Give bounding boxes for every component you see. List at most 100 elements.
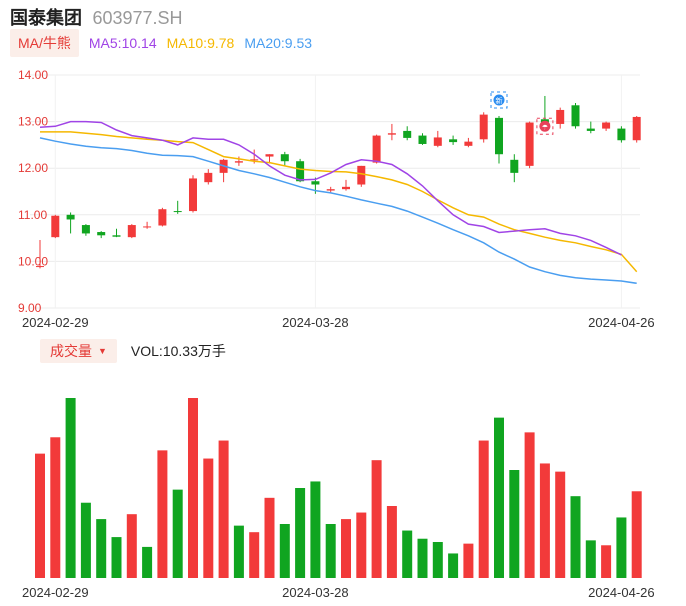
caret-down-icon: ▼ xyxy=(98,346,107,356)
candle xyxy=(479,112,488,143)
volume-bar xyxy=(325,524,336,578)
ma-toggle-button[interactable]: MA/牛熊 xyxy=(10,29,79,57)
volume-bar xyxy=(463,543,474,578)
candle xyxy=(387,123,396,141)
volume-bar xyxy=(50,437,61,578)
candle-body xyxy=(97,232,106,236)
candle-body xyxy=(311,181,320,185)
news-marker-icon: 新 xyxy=(490,91,508,109)
volume-bar xyxy=(386,506,397,578)
candle xyxy=(36,239,44,269)
candle xyxy=(173,200,182,214)
ma20-line xyxy=(39,137,637,285)
candle xyxy=(495,116,503,164)
volume-bar xyxy=(509,470,520,578)
candle xyxy=(632,116,641,143)
candle-body xyxy=(234,161,243,163)
candle-body xyxy=(51,215,60,238)
y-tick-label: 10.00 xyxy=(18,254,48,268)
y-tick-label: 11.00 xyxy=(18,208,47,222)
volume-bar xyxy=(402,530,413,578)
candle xyxy=(510,154,519,183)
volume-bar xyxy=(585,540,596,578)
candle xyxy=(189,175,197,213)
volume-bar xyxy=(478,440,489,578)
candle-body xyxy=(602,122,611,129)
x-tick-label: 2024-02-29 xyxy=(22,315,89,330)
volume-bar xyxy=(341,519,351,578)
candle-body xyxy=(173,211,182,213)
stock-name: 国泰集团 xyxy=(10,8,82,28)
candle-body xyxy=(464,141,473,146)
candle xyxy=(280,151,289,166)
marker-label: ☂ xyxy=(542,123,548,131)
volume-bar xyxy=(218,440,229,578)
candle-body xyxy=(36,266,44,268)
candle xyxy=(586,121,595,134)
candle-body xyxy=(387,133,396,135)
volume-toggle-button[interactable]: 成交量 ▼ xyxy=(40,339,117,363)
volume-bar xyxy=(356,512,367,578)
marker-dot xyxy=(539,120,551,132)
candle-body xyxy=(525,122,534,166)
candle-body xyxy=(143,226,152,228)
stock-header: 国泰集团 603977.SH xyxy=(10,4,183,28)
candle xyxy=(418,133,427,145)
y-tick-label: 13.00 xyxy=(18,115,48,129)
candle-body xyxy=(112,235,121,237)
volume-bar xyxy=(601,545,612,578)
volume-bar xyxy=(157,450,168,578)
volume-bar xyxy=(126,514,137,578)
candle xyxy=(464,137,473,148)
candle xyxy=(342,179,350,191)
volume-bar xyxy=(539,463,550,578)
y-tick-label: 14.00 xyxy=(18,68,48,82)
stock-code: 603977.SH xyxy=(92,8,183,28)
candle xyxy=(357,165,366,187)
candle-body xyxy=(265,154,274,157)
ma10-line xyxy=(40,131,638,273)
x-tick-label: 2024-03-28 xyxy=(282,585,349,600)
volume-bar xyxy=(432,542,443,578)
volume-bar xyxy=(295,488,306,578)
candle-body xyxy=(296,161,305,182)
candle-body xyxy=(372,135,381,163)
candle-body xyxy=(189,178,197,212)
candle xyxy=(556,107,565,129)
candle-body xyxy=(433,137,442,146)
volume-bar xyxy=(80,502,91,578)
x-tick-label: 2024-04-26 xyxy=(588,315,655,330)
candle-body xyxy=(479,114,488,140)
ma20-legend: MA20:9.53 xyxy=(244,35,313,51)
volume-bar xyxy=(279,524,290,578)
candle-body xyxy=(571,105,580,127)
volume-bar xyxy=(448,553,459,578)
volume-bar xyxy=(111,537,122,578)
candle xyxy=(326,186,335,193)
event-marker-icon: ☂ xyxy=(536,117,554,135)
volume-bar xyxy=(172,489,183,578)
candle xyxy=(158,207,167,227)
marker-label: 新 xyxy=(496,96,503,105)
volume-bar xyxy=(233,525,244,578)
marker-frame xyxy=(490,91,508,109)
marker-frame xyxy=(536,117,554,135)
candle-body xyxy=(81,225,90,234)
candle xyxy=(571,102,580,129)
volume-bar xyxy=(142,546,153,578)
volume-bar xyxy=(494,417,504,578)
volume-bar xyxy=(249,532,260,578)
candle-body xyxy=(617,128,626,141)
candle xyxy=(51,214,60,239)
volume-bar xyxy=(524,432,535,578)
candle-body xyxy=(127,225,136,238)
ma10-legend: MA10:9.78 xyxy=(166,35,235,51)
candle-body xyxy=(449,139,458,143)
candle-body xyxy=(510,159,519,173)
volume-bar xyxy=(310,481,321,578)
candle xyxy=(372,134,381,164)
volume-toggle-label: 成交量 xyxy=(50,343,92,359)
candle xyxy=(143,221,152,229)
candle-body xyxy=(66,214,75,220)
